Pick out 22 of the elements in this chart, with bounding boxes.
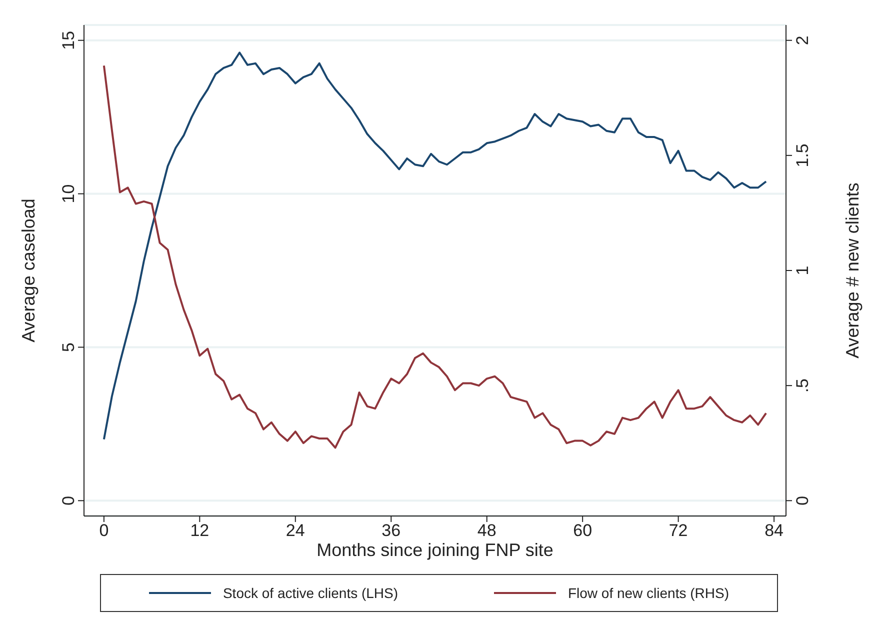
y2-tick-label: 0: [793, 496, 812, 506]
x-tick-label: 12: [190, 521, 210, 540]
x-tick-label: 60: [573, 521, 592, 540]
y-tick-label: 5: [59, 342, 78, 352]
y-tick-label: 15: [59, 30, 78, 50]
y2-tick-label: 1.5: [793, 144, 812, 168]
y2-axis-title: Average # new clients: [842, 182, 862, 358]
x-tick-label: 0: [99, 521, 109, 540]
y2-tick-label: 2: [793, 36, 812, 46]
y-axis-title: Average caseload: [18, 198, 38, 342]
y-tick-label: 10: [59, 184, 78, 204]
x-tick-label: 36: [382, 521, 401, 540]
legend-label: Stock of active clients (LHS): [222, 585, 398, 601]
x-tick-label: 48: [477, 521, 496, 540]
x-axis-title: Months since joining FNP site: [316, 540, 554, 560]
x-tick-label: 84: [764, 521, 784, 540]
y-tick-label: 0: [59, 496, 78, 506]
y2-tick-label: .5: [793, 378, 812, 393]
x-tick-label: 72: [668, 521, 688, 540]
y2-tick-label: 1: [793, 266, 812, 276]
x-tick-label: 24: [286, 521, 305, 540]
legend-label: Flow of new clients (RHS): [566, 585, 730, 601]
